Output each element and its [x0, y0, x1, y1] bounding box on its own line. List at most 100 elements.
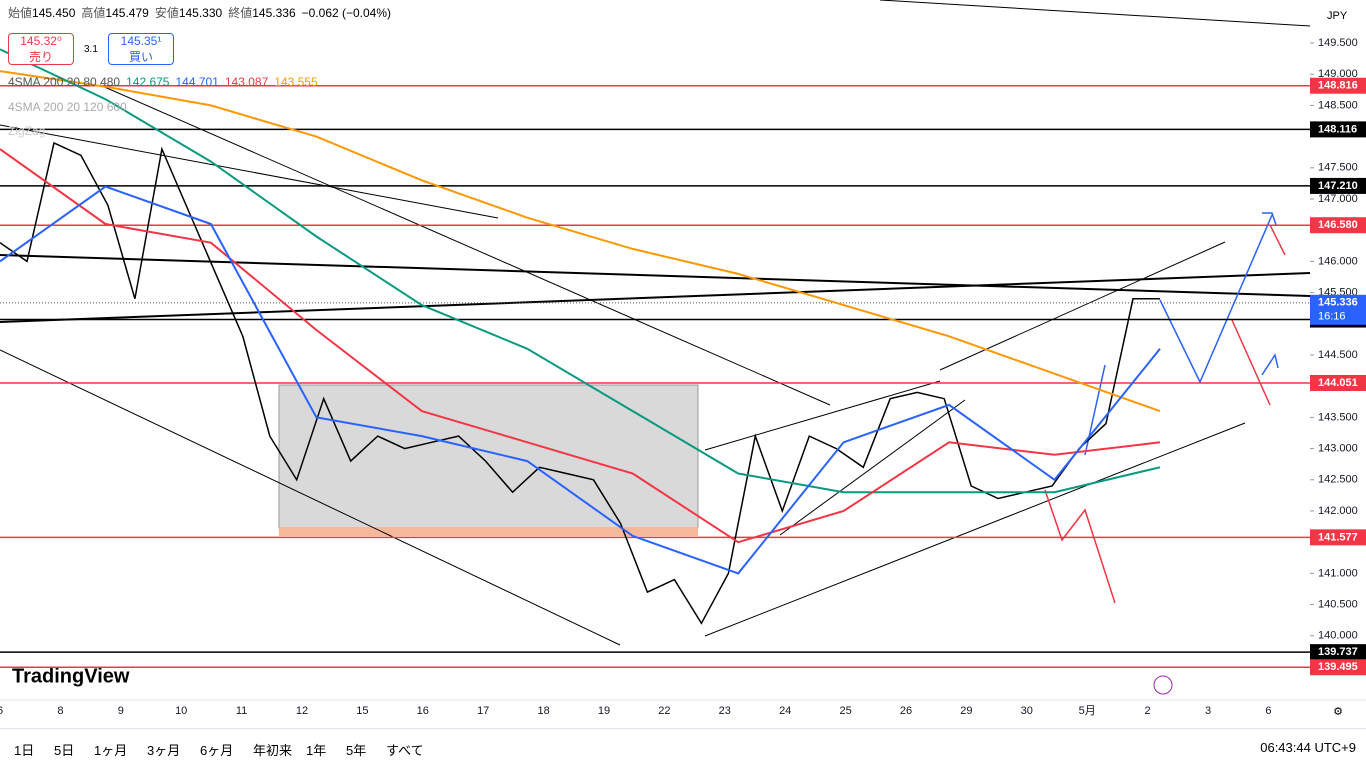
x-tick-label: 18 [537, 705, 549, 717]
countdown: 16:16 [1318, 311, 1346, 323]
range-button[interactable]: 年初来 [253, 743, 293, 758]
range-button[interactable]: 5日 [54, 743, 75, 758]
x-tick-label: 6 [1265, 705, 1271, 717]
level-label: 148.816 [1318, 80, 1358, 92]
level-label: 147.210 [1318, 180, 1358, 192]
ohlc-value: 145.336 [252, 6, 296, 20]
sell-button[interactable]: 145.32⁰ 売り [8, 33, 74, 65]
indicator: ZigZag [8, 124, 46, 138]
buy-button[interactable]: 145.35¹ 買い [108, 33, 174, 65]
range-button[interactable]: 3ヶ月 [147, 743, 181, 758]
x-tick-label: 6 [0, 705, 3, 717]
y-tick-label: 147.000 [1318, 193, 1358, 205]
sell-label: 売り [28, 50, 53, 64]
level-tag [1310, 659, 1366, 676]
trend-lines [0, 0, 1311, 646]
settings[interactable]: ⚙ [1333, 706, 1343, 718]
range-button[interactable]: すべて [386, 743, 424, 758]
y-tick-label: 149.500 [1318, 37, 1358, 49]
ohlc-label: 終値 [228, 6, 253, 20]
header: 始値145.450 高値145.479 安値145.330 終値145.336 −0.0… [8, 4, 391, 21]
y-tick-label: 146.000 [1318, 255, 1358, 267]
clock: 06:43:44 UTC+9 [1260, 740, 1356, 755]
last-tag [1310, 294, 1366, 325]
ohlc-value: 145.330 [178, 6, 223, 20]
level-tag [1310, 375, 1366, 392]
level-tag [1310, 529, 1366, 546]
x-tick-label: 3 [1205, 705, 1211, 717]
forecast-arrows [1044, 212, 1286, 604]
ohlc-value: 145.450 [32, 6, 76, 20]
series-line [0, 148, 1161, 544]
ohlc-value: 145.479 [105, 6, 149, 20]
chart: TradingView JPY ⚙ 149.500 149.000 148.500 1… [0, 0, 1366, 728]
logo: TradingView [12, 665, 130, 687]
indicator: 4SMA 200 20 120 600 [8, 100, 127, 114]
sell-price: 145.32⁰ [20, 34, 62, 48]
zone [279, 527, 698, 536]
level-label: 148.116 [1318, 123, 1357, 135]
indicator-value: 143.555 [274, 75, 318, 89]
level-tag [1310, 177, 1366, 194]
x-tick-label: 30 [1021, 705, 1033, 717]
x-tick-label: 17 [477, 705, 489, 717]
indicator-value: 142.675 [126, 75, 170, 89]
level-tag [1310, 121, 1366, 138]
y-tick-label: 142.000 [1318, 505, 1358, 517]
y-tick-label: 149.000 [1318, 68, 1358, 80]
y-tick-label: 141.000 [1318, 567, 1358, 579]
level-label: 139.737 [1318, 646, 1358, 658]
buy-price: 145.35¹ [120, 34, 162, 48]
x-tick-label: 12 [296, 705, 308, 717]
series-line [0, 48, 1161, 494]
price-axis-bg [1310, 0, 1366, 728]
series-line [0, 141, 1160, 625]
range-box [278, 384, 699, 529]
x-tick-label: 24 [779, 705, 791, 717]
last-label: 145.336 [1318, 297, 1358, 309]
x-tick-label: 25 [839, 705, 851, 717]
series-line [0, 70, 1161, 413]
x-tick-label: 11 [236, 705, 247, 717]
x-tick-label: 5月 [1079, 705, 1096, 717]
x-tick-label: 29 [960, 705, 972, 717]
currency[interactable]: JPY [1327, 10, 1348, 22]
x-tick-label: 10 [175, 705, 187, 717]
range-button[interactable]: 1年 [306, 743, 327, 758]
bottom-toolbar: 1日 5日 1ヶ月 3ヶ月 6ヶ月 年初来 1年 5年 すべて 06:43:44 UTC+9 [0, 728, 1366, 769]
level-label: 146.580 [1318, 219, 1358, 231]
event-icon[interactable] [1153, 675, 1173, 695]
range-button[interactable]: 1ヶ月 [94, 743, 128, 758]
y-tick-label: 148.500 [1318, 99, 1358, 111]
x-tick-label: 8 [57, 705, 63, 717]
y-tick-label: 143.000 [1318, 442, 1358, 454]
x-tick-label: 9 [118, 705, 124, 717]
y-tick-label: 147.500 [1318, 162, 1358, 174]
indicator-value: 143.087 [224, 75, 269, 89]
x-tick-label: 26 [900, 705, 912, 717]
range-button[interactable]: 1日 [14, 743, 35, 758]
level-label: 141.577 [1318, 531, 1358, 543]
level-tag [1310, 217, 1366, 234]
y-tick-label: 144.500 [1318, 349, 1358, 361]
x-tick-label: 15 [356, 705, 368, 717]
indicator: 4SMA 200 20 80 480 142.675 144.701 143.087 1… [8, 75, 318, 89]
x-tick-label: 19 [598, 705, 610, 717]
x-tick-label: 23 [719, 705, 731, 717]
level-tag [1310, 77, 1366, 94]
ohlc-label: 安値 [154, 6, 179, 20]
x-tick-label: 22 [658, 705, 670, 717]
y-tick-label: 143.500 [1318, 411, 1358, 423]
change: −0.062 (−0.04%) [301, 6, 392, 20]
range-button[interactable]: 5年 [346, 743, 367, 758]
ohlc-label: 高値 [81, 6, 106, 20]
indicator-name: 4SMA 200 20 80 480 [8, 75, 121, 89]
level-tag [1310, 644, 1366, 661]
level-label: 139.495 [1318, 661, 1358, 673]
series-line [0, 185, 1161, 575]
y-tick-label: 140.000 [1318, 630, 1358, 642]
buy-label: 買い [128, 50, 153, 64]
ohlc-label: 始値 [8, 6, 33, 20]
range-button[interactable]: 6ヶ月 [200, 743, 234, 758]
